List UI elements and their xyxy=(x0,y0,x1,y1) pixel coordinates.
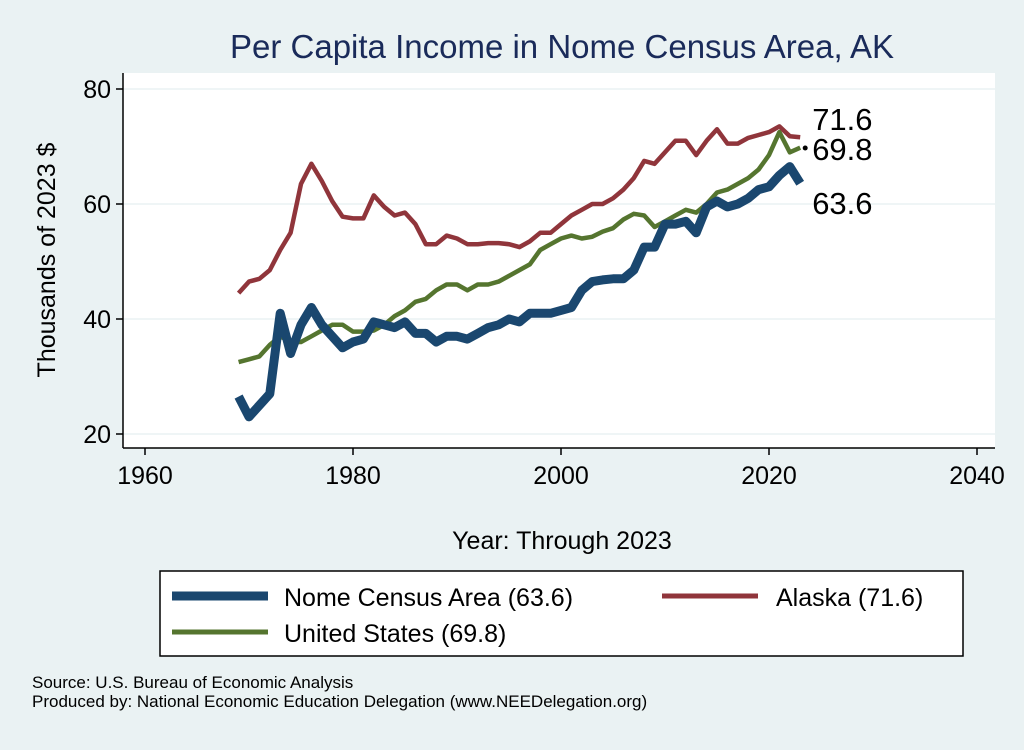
series-line-1 xyxy=(236,124,801,295)
series-lines xyxy=(234,124,805,422)
x-tick-label: 2020 xyxy=(741,462,797,490)
x-tick-label: 1980 xyxy=(325,462,381,490)
x-tick-label: 1960 xyxy=(117,462,173,490)
end-label-marker xyxy=(802,145,808,151)
end-label: 71.6 xyxy=(812,102,872,137)
end-label: 63.6 xyxy=(812,186,872,221)
legend-item-alaska: Alaska (71.6) xyxy=(662,584,923,612)
y-tick-label: 60 xyxy=(83,191,111,219)
chart-title: Per Capita Income in Nome Census Area, A… xyxy=(230,28,894,65)
series-line-0 xyxy=(234,162,805,422)
y-axis-label: Thousands of 2023 $ xyxy=(33,142,61,377)
end-labels: 63.6 71.669.8 xyxy=(802,102,873,221)
grid-lines xyxy=(123,88,995,435)
y-tick-label: 80 xyxy=(83,76,111,104)
x-tick-label: 2000 xyxy=(533,462,589,490)
legend-label: Nome Census Area (63.6) xyxy=(284,584,573,612)
end-label: 69.8 xyxy=(812,132,872,167)
source-note: Source: U.S. Bureau of Economic Analysis xyxy=(32,673,353,692)
legend-item-united-states: United States (69.8) xyxy=(172,620,506,648)
x-axis-label: Year: Through 2023 xyxy=(452,527,672,555)
legend-label: United States (69.8) xyxy=(284,620,506,648)
legend-item-nome: Nome Census Area (63.6) xyxy=(172,584,573,612)
producer-note: Produced by: National Economic Education… xyxy=(32,692,647,711)
legend-label: Alaska (71.6) xyxy=(776,584,923,612)
x-tick-label: 2040 xyxy=(949,462,1005,490)
y-tick-label: 20 xyxy=(83,421,111,449)
y-tick-label: 40 xyxy=(83,306,111,334)
legend-box xyxy=(159,570,964,657)
